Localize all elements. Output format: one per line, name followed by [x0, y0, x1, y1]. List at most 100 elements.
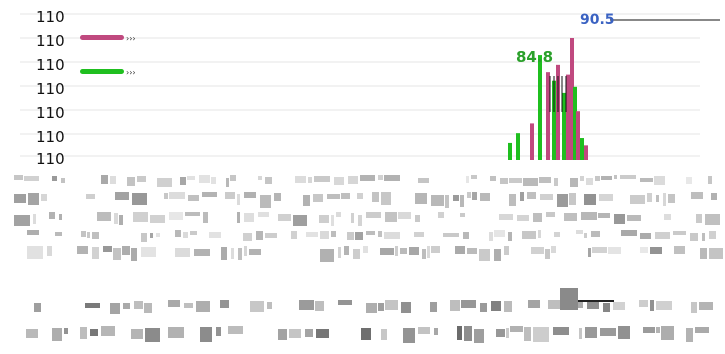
render-noise-band [14, 175, 723, 343]
noise-mark [358, 215, 362, 226]
noise-mark [457, 326, 462, 340]
noise-mark [554, 178, 558, 186]
noise-mark [585, 327, 597, 338]
noise-mark [134, 301, 143, 309]
noise-mark [316, 329, 329, 338]
noise-mark [696, 214, 702, 223]
noise-mark [238, 248, 242, 260]
noise-mark [299, 300, 314, 310]
noise-mark [131, 248, 137, 261]
noise-mark [92, 232, 99, 239]
noise-mark [691, 302, 697, 313]
noise-mark [361, 328, 371, 340]
noise-mark [499, 214, 513, 220]
noise-mark [141, 247, 156, 257]
noise-mark [591, 231, 600, 237]
noise-mark [548, 300, 564, 309]
bar [576, 111, 580, 160]
noise-mark [313, 194, 323, 202]
noise-mark [527, 192, 536, 199]
noise-mark [225, 192, 235, 199]
noise-mark [320, 249, 334, 262]
noise-mark [256, 231, 263, 240]
noise-mark [92, 247, 99, 259]
noise-mark [110, 303, 120, 314]
noise-mark [600, 328, 616, 336]
bar [566, 74, 570, 160]
noise-mark [237, 194, 240, 205]
noise-mark [114, 213, 118, 224]
noise-mark [708, 176, 712, 184]
noise-mark [430, 302, 437, 312]
noise-mark [656, 327, 660, 333]
noise-mark [260, 195, 271, 208]
noise-mark [81, 231, 86, 237]
bar-series [508, 38, 588, 160]
noise-mark [55, 232, 62, 236]
noise-mark [77, 246, 88, 254]
noise-mark [603, 303, 610, 312]
noise-mark [293, 215, 307, 226]
lower-black-tick [578, 300, 614, 302]
noise-mark [640, 178, 653, 182]
noise-mark [196, 301, 210, 312]
noise-mark [226, 178, 229, 187]
noise-mark [265, 177, 272, 184]
noise-mark [579, 328, 582, 339]
noise-mark [169, 192, 185, 199]
noise-mark [338, 247, 341, 258]
noise-mark [183, 232, 188, 238]
noise-mark [599, 194, 613, 201]
noise-mark [113, 248, 121, 260]
legend-item-series-1: ››› [80, 34, 136, 43]
noise-mark [523, 178, 538, 186]
noise-mark [438, 212, 444, 218]
noise-mark [131, 329, 143, 339]
noise-mark [366, 303, 377, 313]
legend-marker-text: ››› [126, 68, 136, 77]
noise-mark [494, 230, 505, 237]
noise-mark [508, 232, 512, 241]
noise-mark [133, 212, 148, 222]
noise-mark [601, 176, 612, 180]
noise-mark [347, 232, 354, 240]
noise-mark [655, 232, 670, 239]
noise-mark [663, 193, 666, 206]
noise-mark [28, 193, 39, 205]
noise-mark [640, 233, 651, 239]
noise-mark [504, 246, 509, 255]
legend-marker-text: ››› [126, 34, 136, 43]
noise-mark [168, 327, 184, 338]
noise-mark [351, 213, 354, 223]
noise-mark [510, 326, 523, 332]
noise-mark [647, 193, 652, 202]
noise-mark [355, 232, 363, 240]
noise-mark [230, 175, 236, 181]
noise-mark [381, 192, 391, 205]
noise-mark [643, 327, 655, 333]
noise-mark [673, 231, 686, 235]
noise-mark [450, 300, 460, 311]
y-tick-label: 110 [36, 128, 65, 146]
noise-mark [691, 192, 703, 199]
noise-mark [378, 303, 384, 311]
noise-mark [545, 249, 550, 259]
noise-mark [52, 176, 57, 181]
noise-mark [122, 246, 130, 255]
noise-mark [705, 214, 720, 225]
noise-mark [630, 195, 645, 204]
noise-mark [381, 329, 387, 340]
noise-mark [119, 215, 123, 225]
noise-mark [414, 232, 424, 237]
y-tick-label: 110 [36, 32, 65, 50]
noise-mark [384, 232, 400, 239]
noise-mark [581, 212, 597, 220]
noise-mark [141, 233, 147, 242]
noise-mark [674, 246, 685, 254]
noise-mark [14, 194, 26, 203]
noise-mark [378, 231, 382, 237]
noise-mark [621, 230, 637, 236]
legend-swatch-green [80, 69, 124, 74]
noise-mark [466, 176, 469, 183]
legend: ››› ››› [80, 34, 136, 77]
